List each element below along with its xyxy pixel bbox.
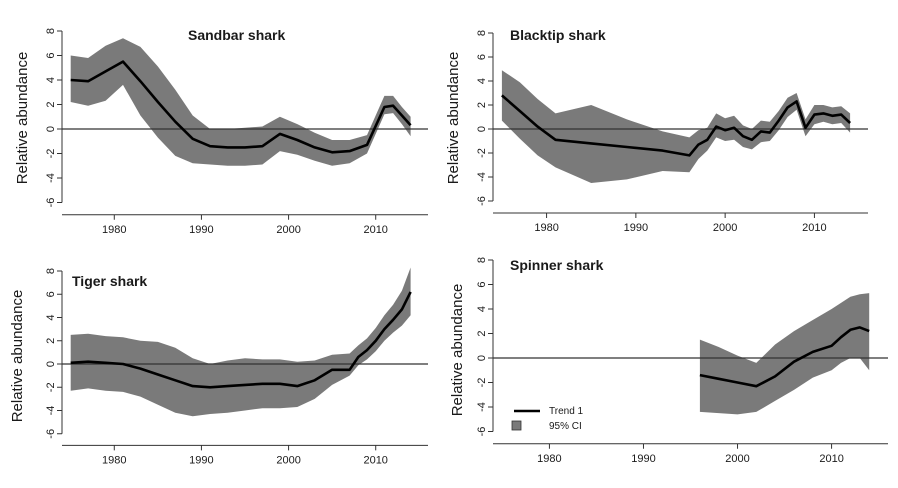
trend-line bbox=[70, 60, 412, 154]
x-tick-label: 1990 bbox=[189, 454, 213, 466]
panel-tiger-shark: Relative abundance Tiger shark -6 -4 -2 0 2 4… bbox=[9, 267, 428, 466]
y-tick-label: 8 bbox=[476, 30, 488, 36]
legend-ci-label: 95% CI bbox=[549, 421, 582, 432]
x-tick-label: 2000 bbox=[276, 224, 300, 236]
y-tick-label: 6 bbox=[45, 291, 57, 297]
y-tick-label: 6 bbox=[476, 281, 488, 287]
y-axis-label: Relative abundance bbox=[14, 52, 31, 185]
x-tick-label: 1990 bbox=[624, 222, 648, 234]
x-tick-label: 2000 bbox=[713, 222, 737, 234]
x-tick-label: 1990 bbox=[189, 224, 213, 236]
y-axis-label: Relative abundance bbox=[449, 284, 466, 417]
y-tick-label: -4 bbox=[476, 172, 488, 182]
x-tick-label: 2000 bbox=[276, 454, 300, 466]
y-tick-label: -2 bbox=[476, 378, 488, 388]
y-tick-label: -2 bbox=[45, 382, 57, 392]
panel-title: Sandbar shark bbox=[188, 27, 285, 43]
x-tick-label: 2010 bbox=[363, 224, 387, 236]
x-tick-label: 1990 bbox=[631, 453, 655, 465]
x-tick-label: 1980 bbox=[102, 454, 126, 466]
x-tick-label: 1980 bbox=[537, 453, 561, 465]
y-tick-label: 0 bbox=[476, 126, 488, 132]
trend-line bbox=[699, 326, 870, 388]
y-tick-label: 8 bbox=[476, 257, 488, 263]
y-tick-label: 4 bbox=[45, 314, 57, 320]
y-tick-label: 8 bbox=[45, 28, 57, 34]
y-tick-label: 2 bbox=[45, 101, 57, 107]
y-tick-label: -6 bbox=[476, 196, 488, 206]
ci-band bbox=[501, 70, 851, 183]
y-tick-label: 4 bbox=[476, 306, 488, 312]
y-tick-label: -6 bbox=[45, 429, 57, 439]
y-tick-label: -4 bbox=[45, 173, 57, 183]
trend-line bbox=[501, 94, 851, 157]
trend-line bbox=[70, 291, 412, 389]
y-tick-label: -2 bbox=[476, 148, 488, 158]
y-tick-label: 0 bbox=[45, 126, 57, 132]
panel-title: Tiger shark bbox=[72, 273, 147, 289]
panel-sandbar-shark: Relative abundance Sandbar shark -6 -4 -2 0… bbox=[14, 27, 428, 236]
y-tick-label: 4 bbox=[476, 78, 488, 84]
panel-spinner-shark: Relative abundance Spinner shark Trend 1… bbox=[449, 257, 888, 465]
y-tick-label: -2 bbox=[45, 149, 57, 159]
legend: Trend 1 95% CI bbox=[511, 406, 584, 432]
legend-trend-label: Trend 1 bbox=[549, 406, 584, 417]
ci-band bbox=[699, 293, 870, 415]
ci-band bbox=[70, 38, 411, 166]
y-tick-label: -6 bbox=[45, 198, 57, 208]
panel-title: Blacktip shark bbox=[510, 27, 606, 43]
y-tick-label: 6 bbox=[45, 52, 57, 58]
y-tick-label: 2 bbox=[476, 102, 488, 108]
y-tick-label: -4 bbox=[45, 406, 57, 416]
y-tick-label: -6 bbox=[476, 427, 488, 437]
ci-band bbox=[70, 267, 411, 417]
x-tick-label: 2010 bbox=[819, 453, 843, 465]
y-axis-label: Relative abundance bbox=[9, 290, 26, 423]
y-tick-label: 2 bbox=[476, 330, 488, 336]
y-tick-label: 4 bbox=[45, 77, 57, 83]
y-axis-label: Relative abundance bbox=[445, 52, 462, 185]
x-tick-label: 2010 bbox=[802, 222, 826, 234]
y-tick-label: -4 bbox=[476, 402, 488, 412]
panel-blacktip-shark: Relative abundance Blacktip shark -6 -4 -2… bbox=[445, 27, 868, 234]
x-tick-label: 1980 bbox=[102, 224, 126, 236]
y-tick-label: 2 bbox=[45, 338, 57, 344]
x-tick-label: 2010 bbox=[363, 454, 387, 466]
legend-ci-swatch bbox=[511, 420, 522, 431]
y-tick-label: 0 bbox=[45, 361, 57, 367]
x-tick-label: 2000 bbox=[725, 453, 749, 465]
y-tick-label: 6 bbox=[476, 54, 488, 60]
panel-title: Spinner shark bbox=[510, 257, 604, 273]
y-tick-label: 0 bbox=[476, 355, 488, 361]
x-tick-label: 1980 bbox=[534, 222, 558, 234]
y-tick-label: 8 bbox=[45, 268, 57, 274]
